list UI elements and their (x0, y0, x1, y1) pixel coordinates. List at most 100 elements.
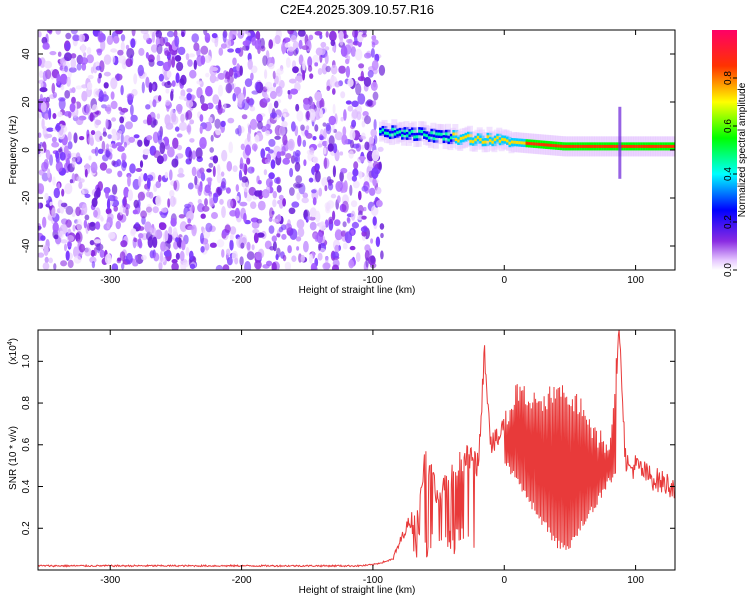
noise-blob (216, 164, 221, 176)
noise-blob (191, 33, 199, 43)
noise-blob (191, 150, 197, 160)
noise-blob (42, 42, 50, 50)
noise-blob (174, 55, 182, 62)
noise-blob (38, 202, 41, 209)
noise-blob (64, 90, 71, 99)
noise-blob (272, 38, 276, 47)
noise-blob (200, 103, 209, 111)
noise-blob (347, 105, 354, 112)
noise-blob (131, 30, 136, 37)
noise-blob (225, 187, 231, 194)
noise-blob (105, 208, 112, 215)
noise-blob (220, 43, 227, 49)
noise-blob (342, 242, 348, 250)
noise-blob (139, 160, 144, 168)
noise-blob (138, 176, 142, 188)
noise-blob (69, 152, 78, 158)
noise-blob (158, 222, 167, 231)
noise-blob (339, 171, 344, 182)
noise-blob (42, 70, 48, 82)
noise-blob (298, 54, 304, 66)
y-tick-label: 0.2 (21, 521, 32, 535)
noise-blob (350, 46, 357, 57)
noise-blob (326, 85, 331, 92)
noise-blob (186, 124, 191, 133)
noise-blob (64, 243, 67, 252)
noise-blob (246, 241, 251, 251)
noise-blob (130, 228, 137, 235)
noise-blob (296, 110, 304, 122)
noise-blob (319, 221, 326, 231)
noise-blob (250, 65, 258, 74)
noise-blob (178, 167, 184, 175)
noise-blob (209, 242, 217, 248)
noise-blob (329, 30, 337, 42)
noise-blob (293, 49, 298, 56)
noise-blob (189, 263, 196, 270)
noise-blob (369, 187, 376, 196)
noise-blob (69, 179, 73, 184)
noise-blob (118, 130, 122, 135)
noise-blob (268, 138, 276, 147)
noise-blob (105, 168, 113, 174)
noise-blob (199, 137, 207, 149)
noise-blob (75, 206, 81, 217)
noise-blob (53, 234, 59, 240)
noise-blob (176, 144, 183, 151)
noise-blob (330, 64, 338, 75)
noise-blob (367, 70, 374, 78)
noise-blob (60, 84, 65, 91)
noise-blob (292, 66, 299, 74)
noise-blob (250, 72, 254, 81)
noise-blob (107, 213, 114, 221)
noise-blob (212, 94, 220, 105)
noise-blob (200, 55, 206, 65)
noise-blob (177, 173, 185, 178)
noise-blob (186, 93, 192, 101)
noise-blob (153, 119, 158, 126)
noise-blob (241, 114, 248, 120)
noise-blob (246, 251, 255, 261)
noise-blob (148, 191, 154, 199)
noise-blob (308, 108, 316, 121)
noise-blob (174, 126, 180, 132)
noise-blob (271, 262, 277, 270)
noise-blob (200, 45, 209, 55)
noise-blob (217, 72, 226, 80)
noise-blob (220, 120, 226, 128)
noise-blob (137, 226, 145, 231)
noise-blob (164, 50, 171, 57)
noise-blob (158, 36, 166, 47)
noise-blob (343, 30, 347, 40)
noise-blob (228, 141, 233, 154)
noise-blob (145, 104, 151, 110)
noise-blob (292, 151, 296, 158)
noise-blob (268, 149, 274, 154)
noise-blob (90, 249, 96, 257)
noise-blob (374, 53, 380, 63)
noise-blob (303, 159, 307, 167)
noise-blob (111, 133, 118, 142)
noise-blob (64, 65, 69, 73)
noise-blob (229, 226, 237, 235)
noise-blob (251, 143, 258, 151)
noise-blob (171, 158, 179, 168)
noise-blob (66, 235, 75, 242)
noise-blob (254, 39, 262, 50)
noise-blob (302, 192, 309, 199)
noise-blob (179, 121, 187, 131)
noise-blob (59, 151, 66, 161)
noise-blob (134, 255, 138, 261)
noise-blob (48, 30, 53, 35)
noise-blob (128, 136, 136, 143)
noise-blob (106, 198, 111, 211)
noise-blob (186, 88, 193, 93)
noise-blob (357, 76, 366, 82)
noise-blob (153, 252, 160, 262)
noise-blob (218, 99, 222, 110)
noise-blob (319, 135, 325, 141)
noise-blob (241, 176, 248, 183)
noise-blob (108, 194, 116, 202)
noise-blob (63, 145, 69, 156)
